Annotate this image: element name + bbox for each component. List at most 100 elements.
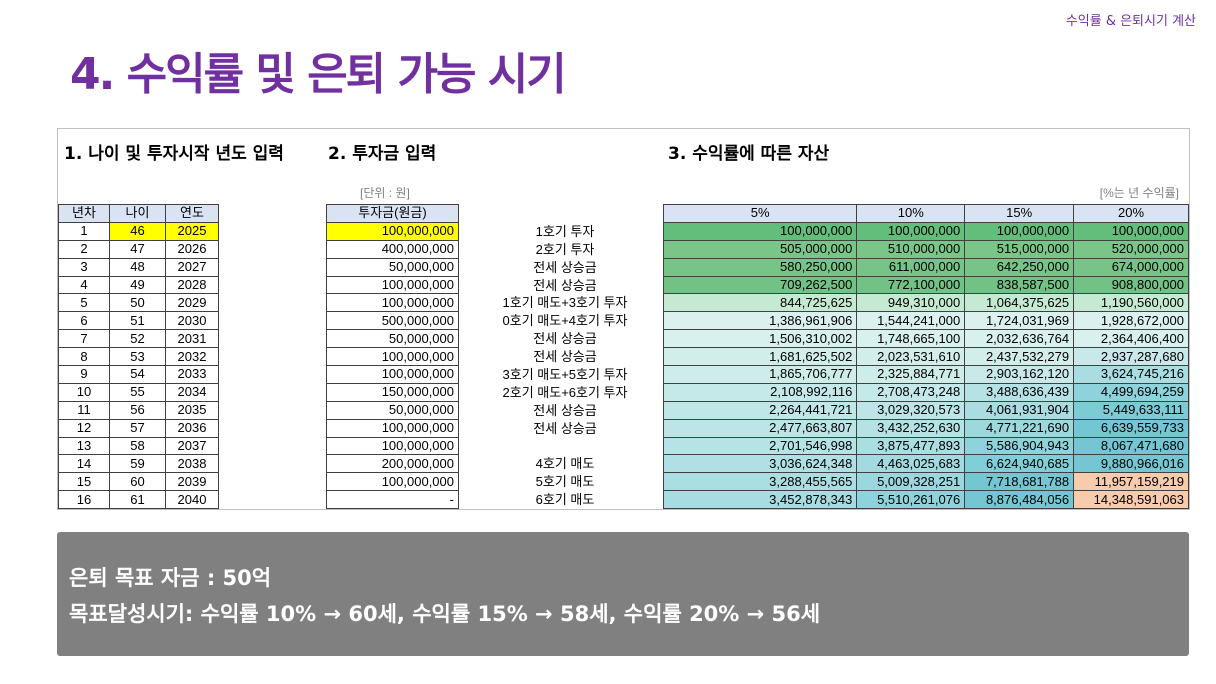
table-cell[interactable]: 50,000,000 xyxy=(326,329,459,349)
table-cell[interactable]: 5,009,328,251 xyxy=(856,472,966,492)
table-cell[interactable]: 1,386,961,906 xyxy=(662,311,858,331)
table-cell[interactable]: 49 xyxy=(109,275,166,295)
table-cell[interactable]: 6,624,940,685 xyxy=(964,454,1075,474)
table-cell[interactable]: 2040 xyxy=(165,490,219,510)
table-cell[interactable]: - xyxy=(326,490,459,510)
table-cell[interactable]: 949,310,000 xyxy=(856,293,966,313)
table-cell[interactable]: 100,000,000 xyxy=(326,418,459,438)
table-cell[interactable]: 14 xyxy=(58,454,110,474)
table-cell[interactable]: 47 xyxy=(109,239,166,259)
table-cell[interactable]: 11,957,159,219 xyxy=(1073,472,1189,492)
table-cell[interactable]: 3,036,624,348 xyxy=(662,454,858,474)
table-cell[interactable]: 2,108,992,116 xyxy=(662,382,858,402)
table-cell[interactable]: 100,000,000 xyxy=(326,347,459,367)
table-cell[interactable]: 1,748,665,100 xyxy=(856,329,966,349)
table-cell[interactable]: 2,937,287,680 xyxy=(1073,347,1189,367)
table-cell[interactable]: 2027 xyxy=(165,257,219,277)
table-cell[interactable]: 844,725,625 xyxy=(662,293,858,313)
table-cell[interactable]: 3,488,636,439 xyxy=(964,382,1075,402)
table-cell[interactable]: 505,000,000 xyxy=(662,239,858,259)
table-cell[interactable]: 2,023,531,610 xyxy=(856,347,966,367)
table-cell[interactable]: 2,903,162,120 xyxy=(964,365,1075,384)
table-cell[interactable]: 510,000,000 xyxy=(856,239,966,259)
table-cell[interactable]: 2 xyxy=(58,239,110,259)
table-cell[interactable]: 2,701,546,998 xyxy=(662,436,858,456)
table-cell[interactable]: 2,032,636,764 xyxy=(964,329,1075,349)
table-cell[interactable]: 2030 xyxy=(165,311,219,331)
table-cell[interactable]: 2034 xyxy=(165,382,219,402)
table-cell[interactable]: 8 xyxy=(58,347,110,367)
table-cell[interactable]: 5,449,633,111 xyxy=(1073,400,1189,420)
table-cell[interactable]: 2039 xyxy=(165,472,219,492)
table-cell[interactable]: 200,000,000 xyxy=(326,454,459,474)
table-cell[interactable]: 1,724,031,969 xyxy=(964,311,1075,331)
table-cell[interactable]: 56 xyxy=(109,400,166,420)
table-cell[interactable]: 1,506,310,002 xyxy=(662,329,858,349)
table-cell[interactable]: 12 xyxy=(58,418,110,438)
table-cell[interactable]: 4 xyxy=(58,275,110,295)
table-cell[interactable]: 611,000,000 xyxy=(856,257,966,277)
table-cell[interactable]: 2036 xyxy=(165,418,219,438)
table-cell[interactable]: 3,452,878,343 xyxy=(662,490,858,510)
table-cell[interactable]: 642,250,000 xyxy=(964,257,1075,277)
table-cell[interactable]: 55 xyxy=(109,382,166,402)
table-cell[interactable]: 16 xyxy=(58,490,110,510)
table-cell[interactable]: 10 xyxy=(58,382,110,402)
table-cell[interactable]: 838,587,500 xyxy=(964,275,1075,295)
table-cell[interactable]: 60 xyxy=(109,472,166,492)
table-cell[interactable]: 50 xyxy=(109,293,166,313)
table-cell[interactable]: 580,250,000 xyxy=(662,257,858,277)
table-cell[interactable]: 2,708,473,248 xyxy=(856,382,966,402)
table-cell[interactable]: 48 xyxy=(109,257,166,277)
table-cell[interactable]: 5 xyxy=(58,293,110,313)
table-cell[interactable]: 14,348,591,063 xyxy=(1073,490,1189,510)
table-cell[interactable]: 59 xyxy=(109,454,166,474)
table-cell[interactable]: 100,000,000 xyxy=(326,293,459,313)
table-cell[interactable]: 3,029,320,573 xyxy=(856,400,966,420)
table-cell[interactable]: 53 xyxy=(109,347,166,367)
table-cell[interactable]: 100,000,000 xyxy=(326,472,459,492)
table-cell[interactable]: 4,061,931,904 xyxy=(964,400,1075,420)
table-cell[interactable]: 8,067,471,680 xyxy=(1073,436,1189,456)
table-cell[interactable]: 1,865,706,777 xyxy=(662,365,858,384)
table-cell[interactable]: 1,190,560,000 xyxy=(1073,293,1189,313)
table-cell[interactable]: 100,000,000 xyxy=(326,436,459,456)
table-cell[interactable]: 54 xyxy=(109,365,166,384)
table-cell[interactable]: 100,000,000 xyxy=(326,275,459,295)
table-cell[interactable]: 51 xyxy=(109,311,166,331)
table-cell[interactable]: 5,586,904,943 xyxy=(964,436,1075,456)
table-cell[interactable]: 9 xyxy=(58,365,110,384)
table-cell[interactable]: 2,477,663,807 xyxy=(662,418,858,438)
table-cell[interactable]: 3,624,745,216 xyxy=(1073,365,1189,384)
table-cell[interactable]: 3,432,252,630 xyxy=(856,418,966,438)
table-cell[interactable]: 7,718,681,788 xyxy=(964,472,1075,492)
table-cell[interactable]: 500,000,000 xyxy=(326,311,459,331)
table-cell[interactable]: 1,928,672,000 xyxy=(1073,311,1189,331)
table-cell[interactable]: 50,000,000 xyxy=(326,400,459,420)
table-cell[interactable]: 2025 xyxy=(165,221,219,241)
table-cell[interactable]: 709,262,500 xyxy=(662,275,858,295)
table-cell[interactable]: 2035 xyxy=(165,400,219,420)
table-cell[interactable]: 9,880,966,016 xyxy=(1073,454,1189,474)
table-cell[interactable]: 908,800,000 xyxy=(1073,275,1189,295)
table-cell[interactable]: 772,100,000 xyxy=(856,275,966,295)
table-cell[interactable]: 400,000,000 xyxy=(326,239,459,259)
table-cell[interactable]: 100,000,000 xyxy=(326,365,459,384)
table-cell[interactable]: 8,876,484,056 xyxy=(964,490,1075,510)
table-cell[interactable]: 3 xyxy=(58,257,110,277)
table-cell[interactable]: 1,681,625,502 xyxy=(662,347,858,367)
table-cell[interactable]: 4,771,221,690 xyxy=(964,418,1075,438)
table-cell[interactable]: 52 xyxy=(109,329,166,349)
table-cell[interactable]: 1 xyxy=(58,221,110,241)
table-cell[interactable]: 2,437,532,279 xyxy=(964,347,1075,367)
table-cell[interactable]: 61 xyxy=(109,490,166,510)
table-cell[interactable]: 4,499,694,259 xyxy=(1073,382,1189,402)
table-cell[interactable]: 46 xyxy=(109,221,166,241)
table-cell[interactable]: 100,000,000 xyxy=(1073,221,1189,241)
table-cell[interactable]: 4,463,025,683 xyxy=(856,454,966,474)
table-cell[interactable]: 2032 xyxy=(165,347,219,367)
table-cell[interactable]: 100,000,000 xyxy=(662,221,858,241)
table-cell[interactable]: 100,000,000 xyxy=(856,221,966,241)
table-cell[interactable]: 11 xyxy=(58,400,110,420)
table-cell[interactable]: 2038 xyxy=(165,454,219,474)
